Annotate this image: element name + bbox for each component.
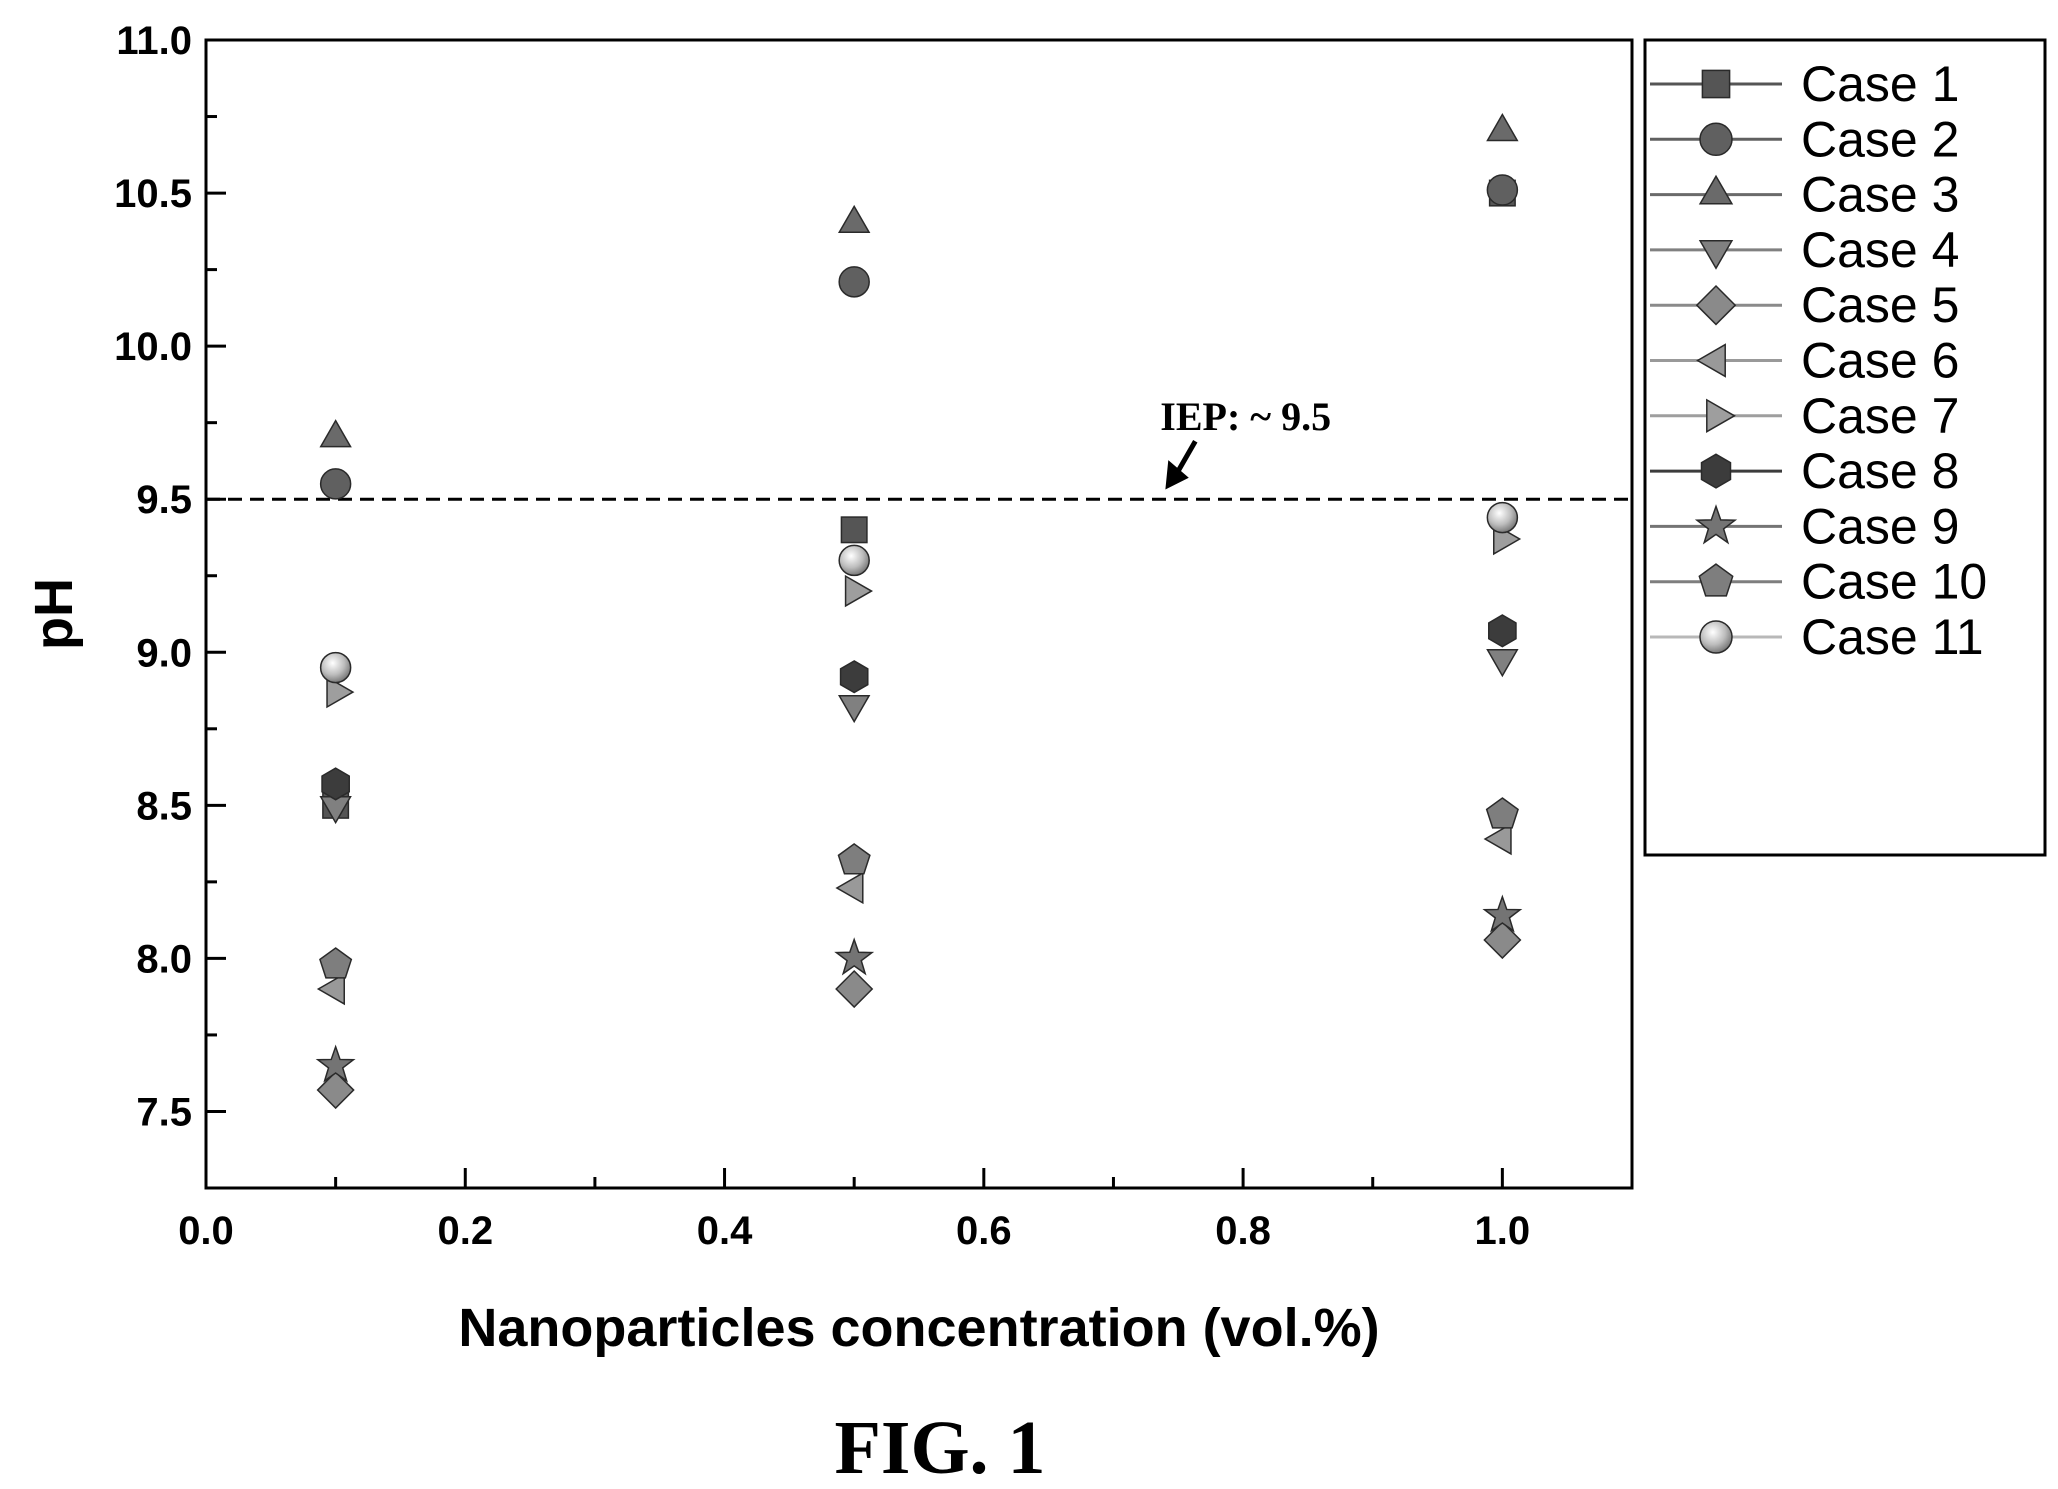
legend-marker — [1699, 122, 1733, 157]
legend-label: Case 4 — [1801, 222, 1959, 278]
y-tick-label: 8.0 — [136, 937, 192, 981]
data-point-case-2 — [319, 468, 352, 500]
x-tick-label: 0.8 — [1215, 1209, 1271, 1253]
legend-label: Case 6 — [1801, 333, 1959, 389]
data-point-case-11 — [838, 544, 870, 577]
figure-caption: FIG. 1 — [834, 1406, 1045, 1489]
axis-ticks — [204, 38, 1634, 1190]
legend-marker — [1695, 284, 1737, 326]
data-point-case-8 — [839, 660, 869, 694]
legend-marker — [1698, 563, 1734, 597]
data-point-case-2 — [1486, 174, 1519, 206]
x-tick-label: 0.0 — [178, 1209, 234, 1253]
data-point-case-6 — [835, 871, 864, 905]
y-tick-label: 10.0 — [114, 325, 192, 369]
data-point-case-10 — [319, 947, 353, 979]
legend-item: Case 4 — [1650, 222, 1959, 278]
data-point-case-2 — [838, 266, 870, 298]
data-point-case-11 — [1486, 501, 1519, 534]
legend-marker — [1696, 343, 1726, 378]
y-tick-label: 9.5 — [136, 478, 192, 522]
y-tick-label: 9.0 — [136, 631, 192, 675]
legend-item: Case 3 — [1650, 167, 1959, 223]
legend-label: Case 8 — [1801, 443, 1959, 499]
iep-arrow — [1165, 439, 1198, 490]
x-tick-label: 0.2 — [437, 1209, 493, 1253]
data-point-case-9 — [1482, 894, 1523, 933]
tick-labels: 0.0 0.2 0.4 0.6 0.8 1.0 7.5 8.0 8.5 9.0 9.5 10.0 10.… — [114, 19, 1530, 1253]
legend-item: Case 2 — [1650, 111, 1959, 167]
iep-annotation: IEP: ~ 9.5 — [1160, 394, 1331, 439]
data-point-case-3 — [319, 419, 352, 448]
legend-marker — [1698, 239, 1734, 270]
legend-item: Case 8 — [1650, 443, 1959, 499]
data-point-case-6 — [316, 972, 345, 1006]
legend-box — [1643, 38, 2047, 857]
legend-item: Case 6 — [1650, 333, 1959, 389]
legend-marker — [1699, 620, 1733, 654]
legend-item: Case 11 — [1650, 609, 1984, 665]
legend-marker — [1700, 453, 1732, 489]
legend-item: Case 9 — [1650, 498, 1959, 554]
data-point-case-3 — [1486, 113, 1519, 142]
legend-label: Case 10 — [1801, 554, 1987, 610]
legend-label: Case 1 — [1801, 56, 1959, 112]
x-axis-title: Nanoparticles concentration (vol.%) — [458, 1298, 1379, 1358]
y-axis-title: pH — [24, 578, 84, 650]
legend-marker — [1706, 398, 1736, 433]
data-point-case-8 — [321, 767, 350, 801]
legend-item: Case 1 — [1650, 56, 1959, 112]
x-tick-label: 0.4 — [697, 1209, 753, 1253]
x-tick-label: 1.0 — [1475, 1209, 1531, 1253]
legend-label: Case 7 — [1801, 388, 1959, 444]
data-point-case-5 — [1483, 920, 1522, 960]
data-point-case-9 — [315, 1044, 356, 1083]
data-point-case-7 — [326, 675, 355, 709]
data-point-case-4 — [837, 694, 871, 724]
y-tick-label: 10.5 — [114, 172, 192, 216]
legend-item: Case 5 — [1650, 277, 1959, 333]
data-point-case-3 — [837, 204, 871, 234]
legend-marker — [1701, 69, 1731, 99]
y-tick-label: 11.0 — [116, 19, 192, 63]
data-point-case-7 — [844, 574, 873, 608]
data-point-case-10 — [1485, 797, 1519, 829]
data-point-case-6 — [1483, 822, 1512, 856]
legend-label: Case 2 — [1801, 111, 1959, 167]
data-point-case-8 — [1488, 614, 1517, 648]
legend-item: Case 10 — [1650, 554, 1987, 610]
data-point-case-9 — [834, 937, 875, 976]
legend-label: Case 5 — [1801, 277, 1959, 333]
data-point-case-11 — [319, 651, 352, 684]
data-point-case-4 — [1486, 649, 1519, 678]
x-tick-label: 0.6 — [956, 1209, 1012, 1253]
data-point-case-5 — [316, 1070, 355, 1110]
data-point-case-1 — [840, 516, 868, 544]
y-tick-label: 7.5 — [136, 1090, 192, 1134]
data-point-case-5 — [835, 969, 874, 1009]
y-tick-label: 8.5 — [136, 784, 192, 828]
legend-label: Case 9 — [1801, 498, 1959, 554]
legend-label: Case 11 — [1801, 609, 1984, 665]
legend-item: Case 7 — [1650, 388, 1959, 444]
data-points — [315, 113, 1523, 1110]
legend-label: Case 3 — [1801, 167, 1959, 223]
legend-marker — [1698, 174, 1734, 205]
plot-frame — [204, 38, 1634, 1190]
legend-marker — [1694, 504, 1738, 545]
data-point-case-10 — [837, 843, 871, 875]
